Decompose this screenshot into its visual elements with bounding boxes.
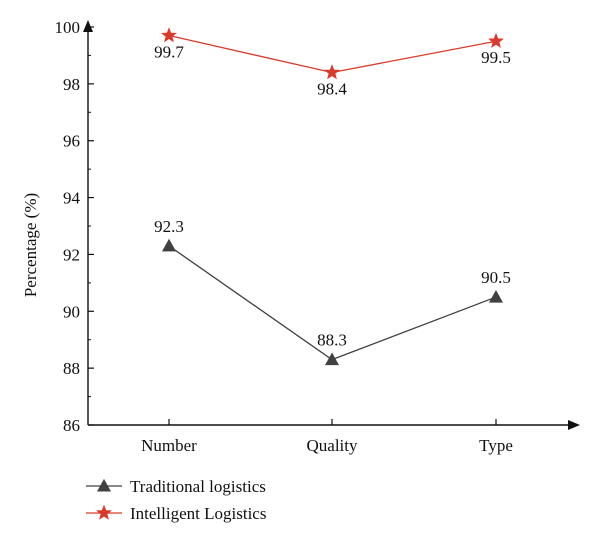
legend-triangle-icon — [96, 478, 112, 492]
axes — [83, 20, 580, 430]
x-axis-ticks: Number Quality Type — [141, 419, 513, 455]
y-tick-label: 98 — [63, 75, 80, 94]
data-label: 88.3 — [317, 331, 347, 350]
data-label: 99.7 — [154, 43, 184, 62]
y-axis-ticks: 86 88 90 92 94 96 98 100 — [55, 18, 94, 435]
legend-label: Intelligent Logistics — [130, 504, 266, 523]
y-tick-label: 96 — [63, 132, 80, 151]
y-tick-label: 94 — [63, 189, 81, 208]
x-tick-label: Type — [479, 436, 513, 455]
series-layer: 92.3 88.3 90.5 99.7 98.4 99.5 — [154, 27, 511, 366]
y-tick-label: 90 — [63, 302, 80, 321]
data-label: 98.4 — [317, 79, 347, 98]
y-tick-label: 100 — [55, 18, 81, 37]
star-marker — [161, 27, 177, 43]
x-tick-label: Number — [141, 436, 197, 455]
y-tick-label: 88 — [63, 359, 80, 378]
triangle-marker — [161, 238, 177, 252]
star-marker — [488, 32, 504, 48]
legend-label: Traditional logistics — [130, 477, 266, 496]
x-tick-label: Quality — [307, 436, 358, 455]
series-traditional: 92.3 88.3 90.5 — [154, 217, 511, 366]
data-label: 90.5 — [481, 268, 511, 287]
y-axis-arrow — [83, 20, 93, 32]
data-label: 92.3 — [154, 217, 184, 236]
legend: Traditional logistics Intelligent Logisti… — [86, 477, 266, 523]
legend-item: Traditional logistics — [86, 477, 266, 496]
star-marker — [324, 64, 340, 80]
y-tick-label: 86 — [63, 416, 80, 435]
y-axis-title: Percentage (%) — [21, 193, 40, 297]
y-tick-label: 92 — [63, 245, 80, 264]
legend-star-icon — [96, 504, 112, 520]
data-label: 99.5 — [481, 48, 511, 67]
series-intelligent: 99.7 98.4 99.5 — [154, 27, 511, 98]
triangle-marker — [488, 289, 504, 303]
legend-item: Intelligent Logistics — [86, 504, 266, 523]
x-axis-arrow — [568, 420, 580, 430]
triangle-marker — [324, 352, 340, 366]
